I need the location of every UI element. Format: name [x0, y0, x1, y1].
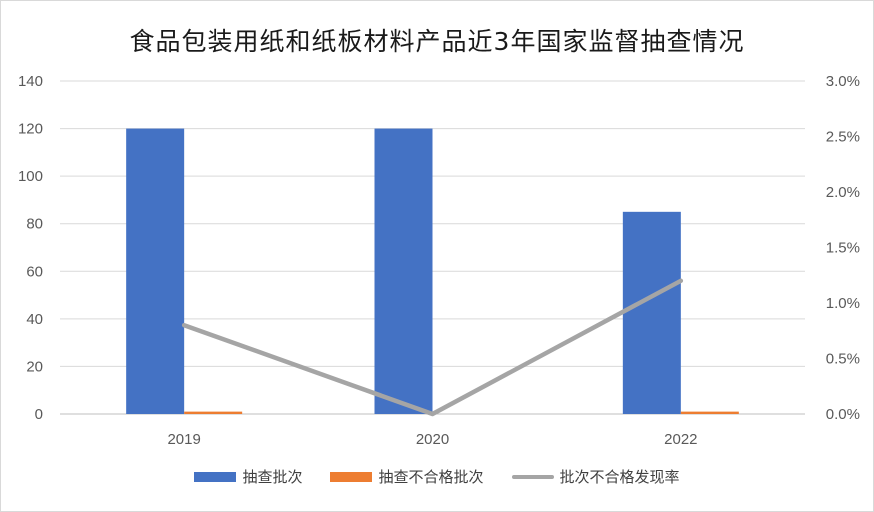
- y-tick-label: 140: [18, 73, 43, 90]
- x-tick-label: 2022: [664, 431, 697, 448]
- legend-swatch-unqualified: [330, 471, 373, 482]
- x-tick-label: 2019: [167, 431, 200, 448]
- y2-tick-label: 0.5%: [826, 351, 860, 368]
- chart-title: 食品包装用纸和纸板材料产品近3年国家监督抽查情况: [129, 27, 745, 56]
- legend-item-unqualified: 抽查不合格批次: [330, 466, 484, 487]
- y-tick-label: 40: [26, 311, 43, 328]
- x-tick-label: 2020: [416, 431, 449, 448]
- bar-unqualified: [680, 411, 739, 414]
- y-tick-label: 120: [18, 121, 43, 138]
- legend-label-unqualified: 抽查不合格批次: [378, 468, 484, 486]
- y2-tick-label: 2.5%: [826, 129, 860, 146]
- y2-tick-label: 0.0%: [826, 406, 860, 423]
- y2-tick-label: 3.0%: [826, 73, 860, 90]
- y2-tick-label: 1.0%: [826, 295, 860, 312]
- y-tick-label: 20: [26, 358, 43, 375]
- legend-label-inspected: 抽查批次: [242, 468, 303, 486]
- legend-swatch-rate: [511, 474, 554, 479]
- y-tick-label: 100: [18, 168, 43, 185]
- y2-tick-label: 2.0%: [826, 184, 860, 201]
- y-tick-label: 80: [26, 216, 43, 233]
- bar-inspected: [374, 128, 433, 415]
- line-rate: [181, 278, 684, 417]
- y2-tick-label: 1.5%: [826, 240, 860, 257]
- y-tick-label: 60: [26, 263, 43, 280]
- bar-inspected: [126, 128, 185, 415]
- bar-unqualified: [184, 411, 243, 414]
- y-tick-label: 0: [35, 406, 43, 423]
- legend-label-rate: 批次不合格发现率: [559, 468, 680, 486]
- legend-item-inspected: 抽查批次: [194, 466, 302, 487]
- legend-item-rate: 批次不合格发现率: [511, 466, 680, 487]
- chart-legend: 抽查批次 抽查不合格批次 批次不合格发现率: [0, 466, 874, 487]
- legend-swatch-inspected: [194, 471, 237, 482]
- bar-inspected: [622, 211, 681, 414]
